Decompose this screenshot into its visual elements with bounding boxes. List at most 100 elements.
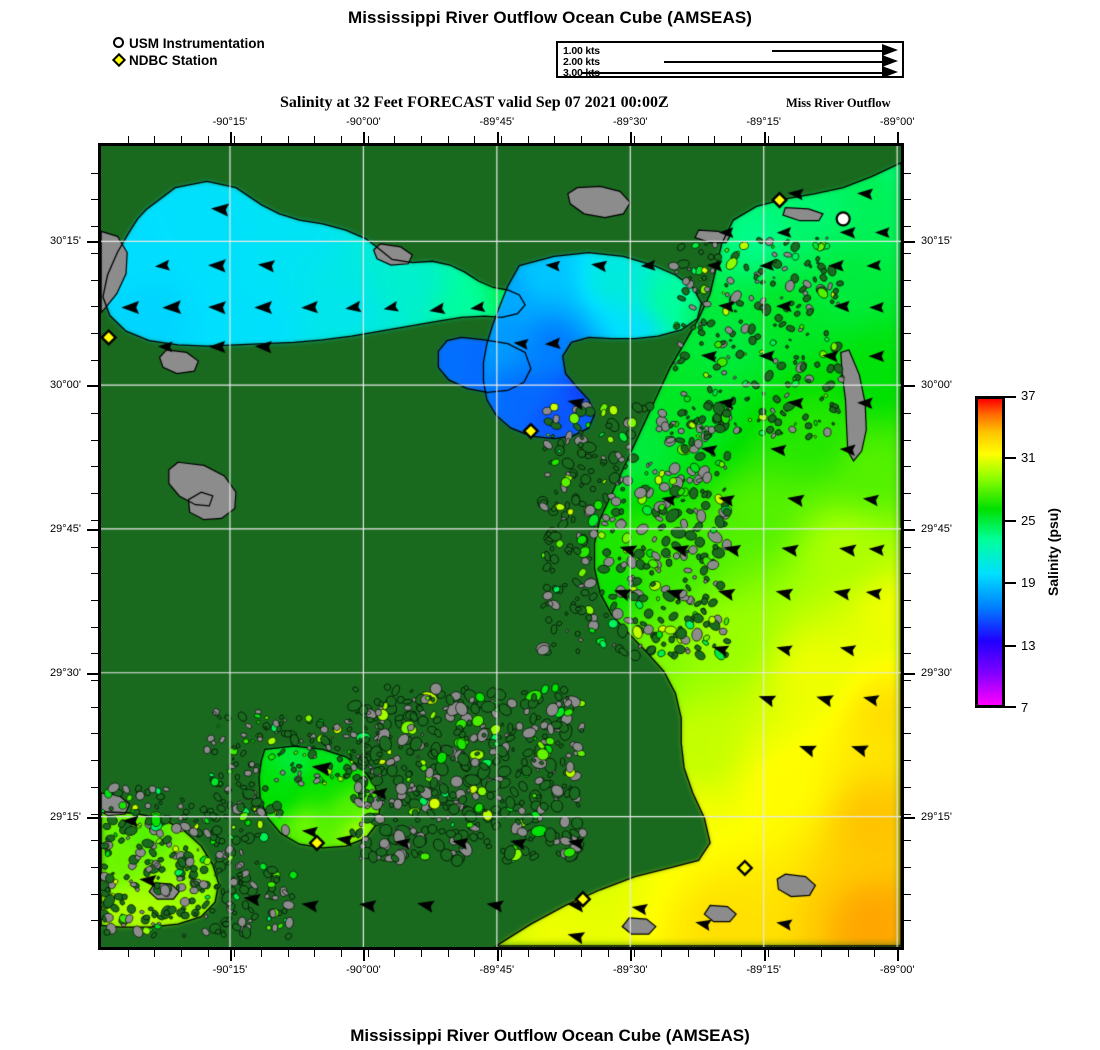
x-minor-tick bbox=[741, 136, 742, 143]
x-minor-tick bbox=[421, 136, 422, 143]
x-major-tick bbox=[496, 132, 499, 143]
x-major-tick bbox=[630, 950, 633, 961]
x-major-tick bbox=[897, 132, 900, 143]
x-axis-label: -89°00' bbox=[879, 116, 915, 128]
x-minor-tick bbox=[127, 950, 129, 957]
x-minor-tick bbox=[794, 950, 796, 957]
y-minor-tick bbox=[904, 306, 911, 308]
x-minor-tick bbox=[501, 950, 502, 957]
y-minor-tick bbox=[904, 920, 911, 922]
vector-scale-label: 1.00 kts bbox=[563, 45, 600, 57]
colorbar-tick-label: 25 bbox=[1021, 512, 1036, 528]
y-minor-tick bbox=[904, 840, 911, 842]
x-minor-tick bbox=[447, 950, 449, 957]
y-axis-label: 29°15' bbox=[921, 810, 952, 823]
y-major-tick bbox=[904, 241, 915, 244]
y-minor-tick bbox=[904, 226, 911, 228]
x-minor-tick bbox=[847, 950, 849, 957]
x-minor-tick bbox=[581, 136, 582, 143]
y-minor-tick bbox=[904, 573, 911, 575]
x-minor-tick bbox=[287, 136, 289, 143]
colorbar-title: Salinity (psu) bbox=[1045, 508, 1061, 596]
y-minor-tick bbox=[91, 546, 98, 548]
colorbar-gradient bbox=[975, 396, 1005, 708]
y-axis-label: 29°30' bbox=[921, 666, 952, 679]
colorbar-tick bbox=[1005, 644, 1016, 647]
y-axis-label: 30°15' bbox=[50, 235, 81, 248]
y-major-tick bbox=[904, 816, 915, 819]
x-axis-label: -90°00' bbox=[346, 964, 381, 976]
colorbar-tick bbox=[1005, 457, 1016, 460]
x-minor-tick bbox=[607, 950, 609, 957]
x-axis-label: -89°30' bbox=[612, 964, 648, 976]
circle-marker-icon bbox=[112, 36, 129, 52]
y-minor-tick bbox=[91, 413, 98, 414]
y-minor-tick bbox=[91, 226, 98, 228]
y-minor-tick bbox=[904, 413, 911, 414]
x-axis-label: -89°45' bbox=[479, 964, 515, 976]
vector-scale-label: 2.00 kts bbox=[563, 56, 600, 68]
y-major-tick bbox=[904, 528, 915, 531]
y-minor-tick bbox=[904, 466, 911, 468]
x-minor-tick bbox=[287, 950, 289, 957]
x-minor-tick bbox=[874, 136, 876, 143]
page-title: Mississippi River Outflow Ocean Cube (AM… bbox=[347, 8, 753, 27]
y-minor-tick bbox=[91, 920, 98, 922]
y-minor-tick bbox=[904, 359, 911, 361]
x-minor-tick bbox=[234, 950, 236, 957]
colorbar-tick bbox=[1005, 519, 1016, 522]
x-minor-tick bbox=[821, 136, 822, 143]
colorbar-tick bbox=[1005, 396, 1016, 398]
y-axis-label: 30°00' bbox=[921, 379, 952, 392]
dataset-note: Miss River Outflow bbox=[786, 96, 891, 110]
x-minor-tick bbox=[874, 950, 876, 957]
x-major-tick bbox=[763, 950, 766, 961]
y-axis-label: 29°45' bbox=[921, 522, 952, 535]
x-minor-tick bbox=[261, 136, 262, 143]
x-major-tick bbox=[496, 950, 499, 961]
x-minor-tick bbox=[714, 950, 716, 957]
x-minor-tick bbox=[341, 950, 342, 957]
y-minor-tick bbox=[91, 840, 98, 842]
x-major-tick bbox=[897, 950, 900, 961]
x-major-tick bbox=[229, 132, 232, 143]
y-minor-tick bbox=[904, 546, 911, 548]
y-axis-label: 29°30' bbox=[50, 666, 81, 679]
legend-label-usm: USM Instrumentation bbox=[129, 36, 265, 51]
x-minor-tick bbox=[314, 950, 316, 957]
y-minor-tick bbox=[91, 199, 98, 201]
marker-legend: USM Instrumentation NDBC Station bbox=[111, 36, 352, 70]
x-minor-tick bbox=[661, 136, 662, 143]
vector-scale-arrowhead bbox=[882, 66, 898, 78]
x-minor-tick bbox=[527, 950, 529, 957]
y-minor-tick bbox=[91, 680, 98, 681]
y-major-tick bbox=[904, 672, 915, 675]
x-minor-tick bbox=[127, 136, 129, 143]
colorbar-tick-label: 7 bbox=[1021, 700, 1029, 715]
y-minor-tick bbox=[91, 866, 98, 868]
vector-scale-shaft bbox=[664, 61, 882, 63]
footer-title: Mississippi River Outflow Ocean Cube (AM… bbox=[350, 1026, 750, 1045]
colorbar: 7 13 19 25 31 37 Salinity (psu) bbox=[975, 388, 1095, 715]
y-minor-tick bbox=[91, 279, 98, 281]
y-major-tick bbox=[87, 528, 98, 531]
x-minor-tick bbox=[474, 136, 476, 143]
x-minor-tick bbox=[714, 136, 716, 143]
x-axis-label: -89°15' bbox=[746, 116, 782, 128]
y-minor-tick bbox=[904, 786, 911, 788]
y-minor-tick bbox=[91, 653, 98, 655]
y-axis-label: 29°45' bbox=[50, 522, 81, 535]
x-minor-tick bbox=[501, 136, 502, 143]
map-plot-area[interactable] bbox=[98, 143, 904, 950]
y-minor-tick bbox=[904, 680, 911, 681]
x-axis-label: -89°45' bbox=[479, 116, 515, 128]
y-minor-tick bbox=[904, 172, 911, 174]
y-major-tick bbox=[87, 672, 98, 675]
x-minor-tick bbox=[821, 950, 822, 957]
y-major-tick bbox=[87, 385, 98, 388]
y-axis-label: 30°15' bbox=[921, 235, 952, 248]
colorbar-tick bbox=[1005, 706, 1016, 708]
x-minor-tick bbox=[447, 136, 449, 143]
x-minor-tick bbox=[687, 136, 689, 143]
y-minor-tick bbox=[904, 813, 911, 815]
